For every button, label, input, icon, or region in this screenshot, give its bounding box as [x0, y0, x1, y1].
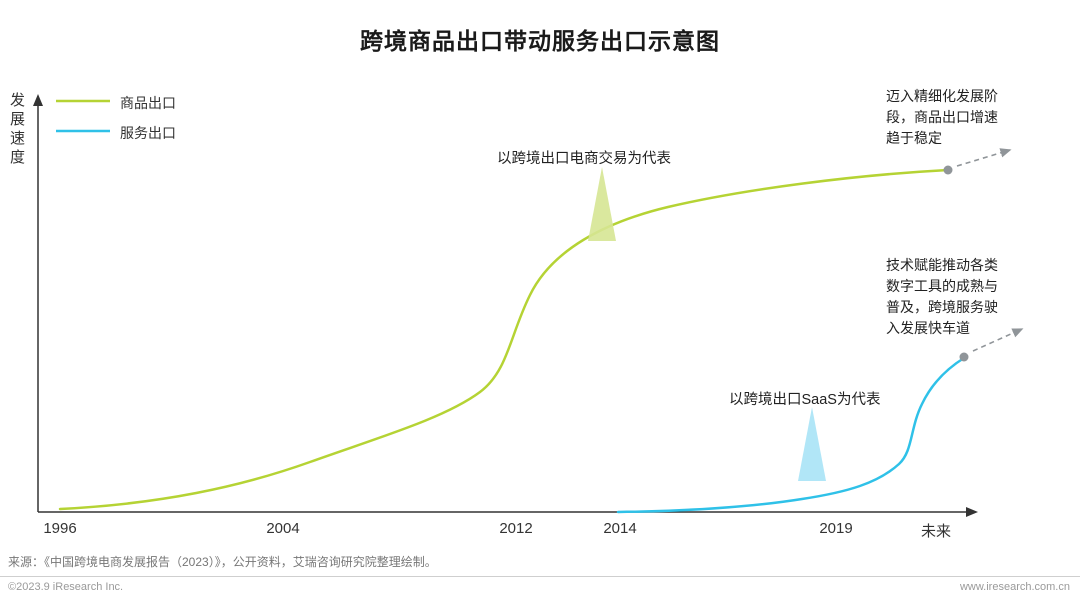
goods-end-note: 迈入精细化发展阶段，商品出口增速趋于稳定 [886, 88, 998, 146]
footer-divider [0, 576, 1080, 577]
y-axis-arrow-icon [33, 94, 43, 106]
goods-trend-arrow-icon [956, 148, 1012, 167]
x-tick-2014: 2014 [603, 520, 637, 537]
page-title: 跨境商品出口带动服务出口示意图 [360, 28, 720, 54]
services-callout-triangle-icon [798, 407, 826, 481]
source-note: 来源：《中国跨境电商发展报告（2023）》，公开资料，艾瑞咨询研究院整理绘制。 [8, 555, 437, 569]
x-tick-2004: 2004 [266, 520, 300, 537]
goods-callout-text: 以跨境出口电商交易为代表 [497, 151, 671, 167]
x-tick-future: 未来 [920, 523, 952, 540]
goods-export-curve [58, 168, 950, 511]
y-axis-label: 发展速度 [8, 92, 25, 168]
services-end-note: 技术赋能推动各类数字工具的成熟与普及，跨境服务驶入发展快车道 [886, 257, 998, 336]
services-callout-text: 以跨境出口SaaS为代表 [729, 392, 881, 408]
x-tick-2012: 2012 [499, 520, 533, 537]
services-export-curve [616, 356, 966, 514]
services-curve-end-dot [959, 352, 969, 362]
x-tick-1996: 1996 [43, 520, 77, 537]
x-tick-2019: 2019 [819, 520, 853, 537]
goods-callout-triangle-icon [588, 167, 616, 241]
legend-label-services: 服务出口 [120, 125, 176, 141]
footer-website: www.iresearch.com.cn [959, 581, 1070, 593]
footer-copyright: ©2023.9 iResearch Inc. [8, 581, 124, 593]
goods-curve-end-dot [943, 165, 953, 175]
legend-label-goods: 商品出口 [120, 95, 176, 111]
x-axis-arrow-icon [966, 507, 978, 517]
